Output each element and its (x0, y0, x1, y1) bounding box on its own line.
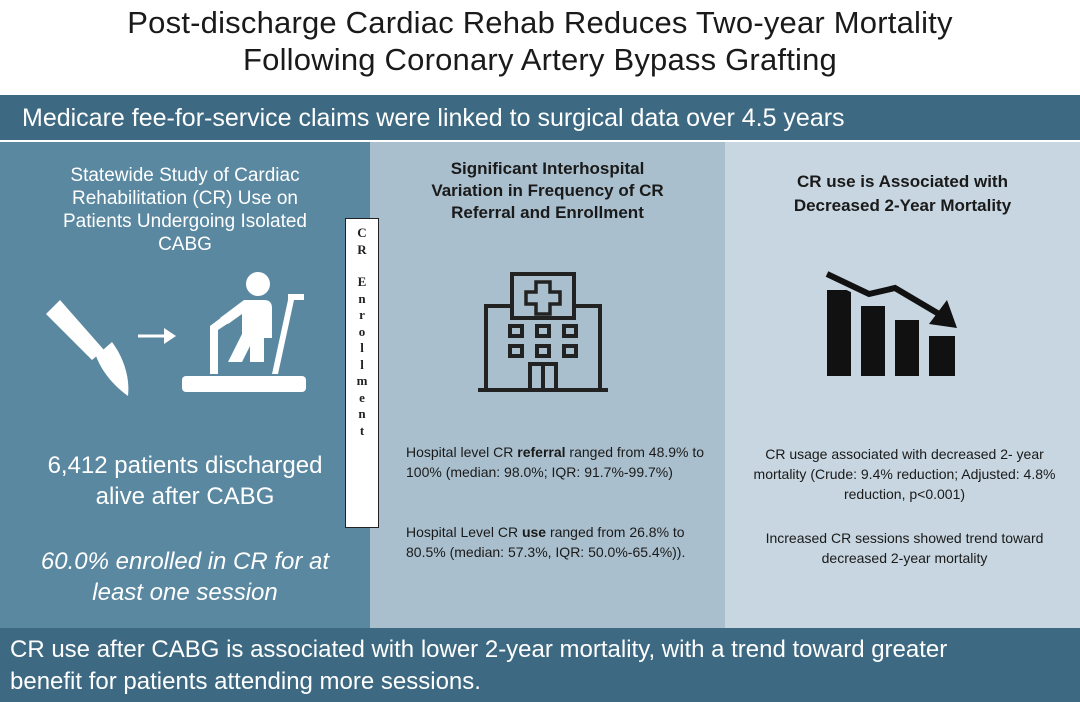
arrow-right-icon (138, 328, 176, 344)
middle-panel-heading: Significant Interhospital Variation in F… (370, 158, 725, 224)
bottom-banner-line: benefit for patients attending more sess… (10, 668, 481, 695)
enrolled-line: least one session (92, 579, 278, 606)
referral-keyword: referral (517, 444, 566, 460)
right-panel: CR use is Associated with Decreased 2-Ye… (725, 142, 1080, 628)
middle-panel: Significant Interhospital Variation in F… (370, 142, 725, 628)
referral-prefix: Hospital level CR (406, 444, 518, 460)
use-keyword: use (521, 524, 547, 540)
referral-suffix: ranged from 48.9% to 100% (median: 98.0%… (406, 444, 705, 480)
vertical-letter: r (359, 307, 365, 322)
vertical-letter: R (357, 241, 367, 257)
left-heading-line: CABG (158, 234, 212, 255)
vertical-letter: l (360, 340, 364, 355)
bottom-banner: CR use after CABG is associated with low… (0, 628, 1080, 702)
mid-heading-line: Significant Interhospital (450, 159, 645, 178)
cr-enrollment-vertical-label: C R E n r o l l m e n t (345, 218, 379, 528)
vertical-letter: e (359, 389, 365, 405)
enrolled-line: 60.0% enrolled in CR for at (40, 548, 330, 575)
declining-bar-chart-icon (825, 268, 957, 376)
left-panel-heading: Statewide Study of Cardiac Rehabilitatio… (0, 164, 370, 256)
patients-line: 6,412 patients discharged (47, 452, 323, 479)
bottom-banner-line: CR use after CABG is associated with low… (10, 636, 948, 663)
mid-heading-line: Variation in Frequency of CR (431, 181, 664, 200)
left-heading-line: Statewide Study of Cardiac (70, 165, 300, 186)
vertical-letter: t (359, 422, 365, 438)
vertical-letter: n (358, 406, 366, 421)
use-finding: Hospital Level CR use ranged from 26.8% … (406, 522, 706, 562)
use-prefix: Hospital Level CR (406, 524, 522, 540)
left-panel: Statewide Study of Cardiac Rehabilitatio… (0, 142, 370, 628)
patients-discharged: 6,412 patients discharged alive after CA… (0, 450, 370, 512)
vertical-letter: l (360, 356, 364, 372)
mid-heading-line: Referral and Enrollment (451, 203, 644, 222)
right-panel-heading: CR use is Associated with Decreased 2-Ye… (725, 170, 1080, 218)
vertical-letter: C (357, 225, 367, 240)
hospital-icon (478, 272, 608, 392)
scalpel-icon (46, 300, 129, 396)
right-heading-line: Decreased 2-Year Mortality (793, 196, 1012, 215)
left-heading-line: Patients Undergoing Isolated (63, 211, 307, 232)
mortality-finding: CR usage associated with decreased 2- ye… (753, 446, 1056, 502)
vertical-letter: n (358, 290, 366, 306)
patients-line: alive after CABG (95, 483, 275, 510)
vertical-letter: E (357, 274, 367, 289)
treadmill-icon (182, 272, 306, 392)
use-suffix: ranged from 26.8% to 80.5% (median: 57.3… (406, 524, 686, 560)
referral-finding: Hospital level CR referral ranged from 4… (406, 442, 706, 482)
title-line-1: Post-discharge Cardiac Rehab Reduces Two… (127, 5, 953, 40)
vertical-letter: o (358, 323, 366, 339)
vertical-letter: m (356, 373, 368, 388)
right-heading-line: CR use is Associated with (797, 172, 1008, 191)
sessions-finding: Increased CR sessions showed trend towar… (765, 530, 1044, 566)
enrolled-in-cr: 60.0% enrolled in CR for at least one se… (0, 546, 370, 608)
left-heading-line: Rehabilitation (CR) Use on (72, 188, 298, 209)
page-title: Post-discharge Cardiac Rehab Reduces Two… (0, 4, 1080, 78)
top-banner: Medicare fee-for-service claims were lin… (0, 92, 1080, 140)
title-line-2: Following Coronary Artery Bypass Graftin… (243, 42, 837, 77)
